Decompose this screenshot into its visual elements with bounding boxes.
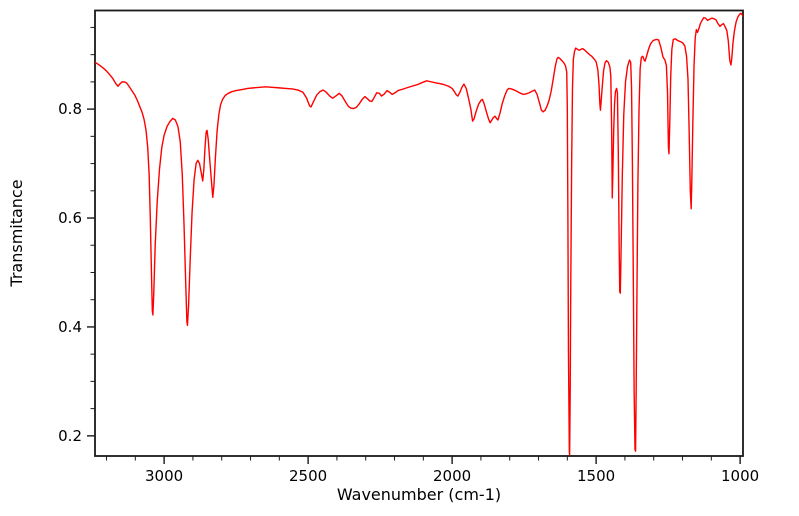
- y-axis-label: Transmitance: [7, 179, 26, 287]
- x-axis-label: Wavenumber (cm-1): [337, 485, 501, 504]
- spectrum-line: [95, 12, 743, 456]
- x-tick-label: 1500: [577, 467, 615, 485]
- y-tick-label: 0.8: [58, 100, 82, 118]
- x-tick-label: 2500: [289, 467, 327, 485]
- x-tick-label: 1000: [721, 467, 759, 485]
- x-tick-label: 2000: [433, 467, 471, 485]
- y-tick-label: 0.2: [58, 427, 82, 445]
- axis-tick-labels: 3000 2500 2000 1500 1000 0.2 0.4 0.6 0.8: [58, 100, 759, 485]
- y-tick-label: 0.4: [58, 318, 82, 336]
- x-tick-label: 3000: [145, 467, 183, 485]
- plot-border: [94, 9, 744, 457]
- y-tick-label: 0.6: [58, 209, 82, 227]
